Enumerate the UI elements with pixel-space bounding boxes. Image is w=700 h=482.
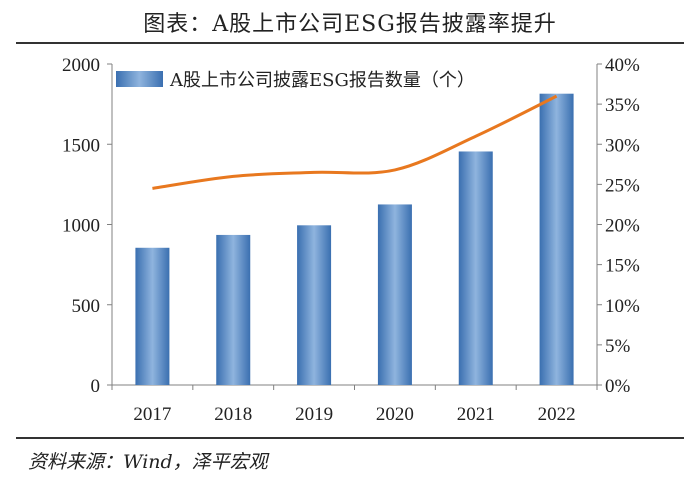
bar [539, 93, 574, 385]
right-tick-label: 30% [605, 135, 640, 156]
left-tick-label: 500 [72, 296, 101, 317]
left-tick-label: 2000 [62, 55, 100, 76]
chart-svg: 0 500 1000 1500 2000 0% 5% 10% 15% 20% 25% 30% 35% 40… [62, 55, 640, 425]
left-tick-label: 1500 [62, 135, 100, 156]
right-tick-label: 40% [605, 55, 640, 76]
disclosure-rate-line [152, 94, 558, 190]
right-tick-label: 35% [605, 95, 640, 116]
bar [135, 247, 170, 385]
chart-title: 图表：A股上市公司ESG报告披露率提升 [143, 12, 557, 37]
left-tick-label: 1000 [62, 216, 100, 237]
bar [216, 234, 251, 385]
legend-swatch [116, 71, 163, 87]
legend-label: A股上市公司披露ESG报告数量（个） [169, 70, 475, 91]
x-tick-label: 2019 [295, 404, 333, 425]
title-divider [16, 42, 684, 44]
x-tick-label: 2017 [133, 404, 171, 425]
source-divider [16, 437, 684, 439]
right-tick-label: 10% [605, 296, 640, 317]
right-tick-label: 5% [605, 336, 631, 357]
bar [377, 204, 412, 385]
source-note: 资料来源：Wind，泽平宏观 [28, 451, 268, 473]
x-tick-label: 2022 [538, 404, 576, 425]
x-tick-label: 2018 [214, 404, 252, 425]
left-tick-label: 0 [91, 376, 101, 397]
right-tick-label: 20% [605, 216, 640, 237]
right-tick-label: 25% [605, 175, 640, 196]
right-tick-label: 15% [605, 256, 640, 277]
bar [458, 151, 493, 385]
x-tick-label: 2021 [457, 404, 495, 425]
right-tick-label: 0% [605, 376, 631, 397]
bar [297, 225, 332, 385]
x-tick-label: 2020 [376, 404, 414, 425]
